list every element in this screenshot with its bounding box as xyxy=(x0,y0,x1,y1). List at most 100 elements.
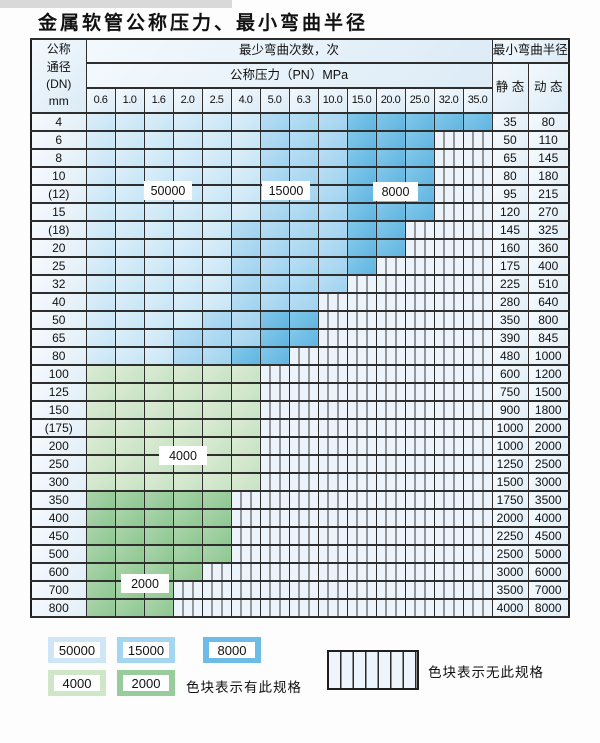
cell-dn450-pn32.0 xyxy=(433,526,464,546)
cell-dn(18)-pn1.0 xyxy=(114,220,145,240)
dn-cell-25: 25 xyxy=(30,256,87,276)
cell-dn32-pn2.0 xyxy=(172,274,203,294)
cell-dn(18)-pn4.0 xyxy=(230,220,261,240)
cell-dn15-pn2.5 xyxy=(201,202,232,222)
cell-dn40-pn5.0 xyxy=(259,292,290,312)
cell-dn600-pn0.6 xyxy=(85,562,116,582)
cell-dn32-pn4.0 xyxy=(230,274,261,294)
cell-dn700-pn35.0 xyxy=(462,580,493,600)
cell-dn80-pn35.0 xyxy=(462,346,493,366)
cell-dn50-pn4.0 xyxy=(230,310,261,330)
page-title: 金属软管公称压力、最小弯曲半径 xyxy=(38,12,369,34)
cell-dn150-pn20.0 xyxy=(375,400,406,420)
cell-dn600-pn10.0 xyxy=(317,562,348,582)
cell-dn800-pn5.0 xyxy=(259,598,290,618)
cell-dn300-pn5.0 xyxy=(259,472,290,492)
cell-dn4-pn1.0 xyxy=(114,112,145,132)
cell-dn800-pn1.6 xyxy=(143,598,174,618)
cell-dn125-pn5.0 xyxy=(259,382,290,402)
cell-dn80-pn0.6 xyxy=(85,346,116,366)
cell-dn150-pn1.6 xyxy=(143,400,174,420)
cell-dn800-pn10.0 xyxy=(317,598,348,618)
cell-dn20-pn5.0 xyxy=(259,238,290,258)
dynamic-radius-6: 110 xyxy=(527,130,570,150)
legend-swatch-4000: 4000 xyxy=(48,670,106,696)
cell-dn800-pn4.0 xyxy=(230,598,261,618)
legend-no-spec-label: 色块表示无此规格 xyxy=(428,665,544,680)
header-row-3: 0.6 1.0 1.6 2.0 2.5 4.0 5.0 6.3 10.0 15.0 20.0 25.0… xyxy=(31,87,569,114)
cell-dn15-pn2.0 xyxy=(172,202,203,222)
cell-dn200-pn25.0 xyxy=(404,436,435,456)
cell-dn100-pn1.6 xyxy=(143,364,174,384)
cell-dn200-pn35.0 xyxy=(462,436,493,456)
cell-dn4-pn2.5 xyxy=(201,112,232,132)
cell-dn40-pn2.0 xyxy=(172,292,203,312)
cell-dn400-pn20.0 xyxy=(375,508,406,528)
cell-dn8-pn15.0 xyxy=(346,148,377,168)
cell-dn65-pn20.0 xyxy=(375,328,406,348)
static-radius-100: 600 xyxy=(491,364,529,384)
dn-cell-40: 40 xyxy=(30,292,87,312)
cell-dn500-pn1.6 xyxy=(143,544,174,564)
dn-cell-500: 500 xyxy=(30,544,87,564)
cell-dn20-pn1.0 xyxy=(114,238,145,258)
dynamic-radius-100: 1200 xyxy=(527,364,570,384)
legend-swatch-8000-label: 8000 xyxy=(209,642,255,658)
table-row-dn-200: 200 1000 2000 xyxy=(30,436,570,456)
cell-dn20-pn4.0 xyxy=(230,238,261,258)
cell-dn6-pn6.3 xyxy=(288,130,319,150)
cell-dn8-pn32.0 xyxy=(433,148,464,168)
cell-dn600-pn6.3 xyxy=(288,562,319,582)
dynamic-radius-40: 640 xyxy=(527,292,570,312)
cell-dn4-pn10.0 xyxy=(317,112,348,132)
cell-dn40-pn32.0 xyxy=(433,292,464,312)
table-row-dn-350: 350 1750 3500 xyxy=(30,490,570,510)
static-radius-25: 175 xyxy=(491,256,529,276)
static-radius-4: 35 xyxy=(491,112,529,132)
dn-cell-250: 250 xyxy=(30,454,87,474)
zone-label-8000: 8000 xyxy=(373,182,418,201)
cell-dn125-pn2.0 xyxy=(172,382,203,402)
cell-dn300-pn35.0 xyxy=(462,472,493,492)
cell-dn150-pn15.0 xyxy=(346,400,377,420)
dn-cell-100: 100 xyxy=(30,364,87,384)
cell-dn32-pn15.0 xyxy=(346,274,377,294)
dynamic-radius-(175): 2000 xyxy=(527,418,570,438)
cell-dn25-pn6.3 xyxy=(288,256,319,276)
cell-dn500-pn0.6 xyxy=(85,544,116,564)
cell-dn6-pn32.0 xyxy=(433,130,464,150)
cell-dn(175)-pn35.0 xyxy=(462,418,493,438)
cell-dn25-pn4.0 xyxy=(230,256,261,276)
cell-dn65-pn5.0 xyxy=(259,328,290,348)
cell-dn15-pn4.0 xyxy=(230,202,261,222)
static-radius-800: 4000 xyxy=(491,598,529,618)
table-row-dn-450: 450 2250 4500 xyxy=(30,526,570,546)
dynamic-radius-80: 1000 xyxy=(527,346,570,366)
cell-dn25-pn35.0 xyxy=(462,256,493,276)
dn-header-line: mm xyxy=(48,94,69,109)
cell-dn300-pn1.0 xyxy=(114,472,145,492)
cell-dn250-pn5.0 xyxy=(259,454,290,474)
cell-dn80-pn20.0 xyxy=(375,346,406,366)
cell-dn200-pn20.0 xyxy=(375,436,406,456)
cell-dn50-pn35.0 xyxy=(462,310,493,330)
cell-dn450-pn2.0 xyxy=(172,526,203,546)
cell-dn700-pn10.0 xyxy=(317,580,348,600)
cell-dn50-pn25.0 xyxy=(404,310,435,330)
cell-dn15-pn5.0 xyxy=(259,202,290,222)
cell-dn500-pn4.0 xyxy=(230,544,261,564)
cell-dn(18)-pn35.0 xyxy=(462,220,493,240)
spec-table-wrapper: 公称 通径 (DN) mm 最少弯曲次数，次 最小弯曲半径 公称压力（PN）MPa 静 态动 … xyxy=(30,38,570,618)
zone-label-2000: 2000 xyxy=(121,574,169,593)
cell-dn300-pn0.6 xyxy=(85,472,116,492)
cell-dn32-pn2.5 xyxy=(201,274,232,294)
table-row-dn-700: 700 3500 7000 xyxy=(30,580,570,600)
cell-dn150-pn32.0 xyxy=(433,400,464,420)
table-row-dn-32: 32 225 510 xyxy=(30,274,570,294)
cell-dn(18)-pn10.0 xyxy=(317,220,348,240)
cell-dn450-pn20.0 xyxy=(375,526,406,546)
cell-dn40-pn20.0 xyxy=(375,292,406,312)
cell-dn150-pn5.0 xyxy=(259,400,290,420)
dn-cell-(175): (175) xyxy=(30,418,87,438)
cell-dn(12)-pn15.0 xyxy=(346,184,377,204)
